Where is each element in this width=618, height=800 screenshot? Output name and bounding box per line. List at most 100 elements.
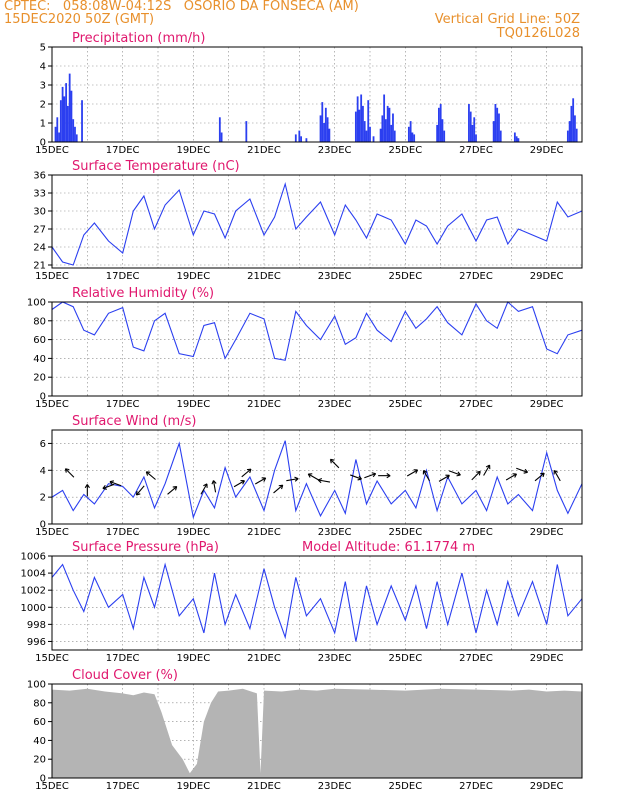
precip-bar xyxy=(575,128,578,142)
precip-bar xyxy=(362,105,364,142)
plot-frame xyxy=(51,301,583,397)
x-tick-label: 15DEC xyxy=(35,653,69,664)
x-tick-label: 25DEC xyxy=(388,781,422,792)
precip-bar xyxy=(372,136,375,142)
panel-5: 0 20 40 60 80 100 15DEC 17DEC 19DEC 21DEC 23DEC 25D… xyxy=(27,668,583,792)
x-tick-label: 29DEC xyxy=(530,145,564,156)
precip-bar xyxy=(392,113,394,142)
precip-bar xyxy=(498,113,500,142)
y-tick-label: 40 xyxy=(33,354,46,365)
precip-bar xyxy=(74,126,76,142)
x-tick-label: 23DEC xyxy=(318,653,352,664)
x-tick-label: 17DEC xyxy=(106,145,140,156)
precip-bar xyxy=(61,86,64,142)
x-tick-label: 27DEC xyxy=(459,145,493,156)
wind-arrow xyxy=(378,473,391,479)
precip-bar xyxy=(566,130,569,142)
precip-bar xyxy=(365,130,368,142)
y-tick-label: 4 xyxy=(40,466,46,477)
precip-bar xyxy=(354,111,357,142)
x-tick-label: 23DEC xyxy=(318,781,352,792)
wind-arrow xyxy=(254,477,267,485)
precip-bar xyxy=(68,73,71,142)
precip-bar xyxy=(443,130,446,142)
x-tick-label: 25DEC xyxy=(388,145,422,156)
precip-bar xyxy=(54,126,57,142)
y-tick-label: 1000 xyxy=(21,603,46,614)
wind-arrow xyxy=(516,467,529,474)
wind-arrow xyxy=(471,470,481,481)
precip-bar xyxy=(56,117,59,142)
x-tick-label: 21DEC xyxy=(247,653,281,664)
precip-bar xyxy=(436,124,439,142)
series-line xyxy=(51,181,583,266)
y-tick-label: 24 xyxy=(33,243,46,254)
precip-bar xyxy=(568,121,571,142)
precip-bar xyxy=(475,134,477,142)
x-tick-label: 19DEC xyxy=(176,145,210,156)
plot-frame xyxy=(51,555,583,651)
x-tick-label: 25DEC xyxy=(388,653,422,664)
x-tick-label: 19DEC xyxy=(176,399,210,410)
panel-2: 0 20 40 60 80 100 15DEC 17DEC 19DEC 21DEC 23DEC 25D… xyxy=(27,286,583,410)
precip-bar xyxy=(469,111,472,142)
y-tick-label: 20 xyxy=(33,755,46,766)
wind-arrow xyxy=(505,473,518,481)
x-tick-label: 15DEC xyxy=(35,145,69,156)
y-tick-label: 0 xyxy=(40,520,46,531)
panel-0: 0 1 2 3 4 5 15DEC 17DEC 19DEC 21DEC 23DEC 25DEC 27DE… xyxy=(35,31,583,156)
precip-bar xyxy=(305,138,308,142)
precip-bar xyxy=(407,126,410,142)
precip-bar xyxy=(572,98,575,142)
y-tick-label: 4 xyxy=(40,62,46,73)
x-tick-label: 15DEC xyxy=(35,781,69,792)
precip-bar xyxy=(328,128,331,142)
precip-bar xyxy=(383,94,386,142)
x-tick-label: 23DEC xyxy=(318,527,352,538)
y-tick-label: 27 xyxy=(33,225,46,236)
wind-arrow xyxy=(241,468,252,478)
plot-frame xyxy=(51,429,583,525)
wind-arrow xyxy=(135,485,145,496)
precip-bar xyxy=(319,115,322,142)
x-tick-label: 15DEC xyxy=(35,399,69,410)
cloud-area xyxy=(52,688,582,778)
x-tick-label: 19DEC xyxy=(176,781,210,792)
wind-arrow xyxy=(109,480,122,487)
y-tick-label: 1 xyxy=(40,119,46,130)
x-tick-label: 29DEC xyxy=(530,399,564,410)
precip-bar xyxy=(515,136,518,142)
precip-bar xyxy=(326,117,329,142)
precip-bar xyxy=(496,107,499,142)
y-tick-label: 80 xyxy=(33,316,46,327)
x-tick-label: 23DEC xyxy=(318,399,352,410)
wind-arrow xyxy=(273,484,284,494)
x-tick-label: 23DEC xyxy=(318,271,352,282)
x-tick-label: 21DEC xyxy=(247,271,281,282)
wind-arrow xyxy=(102,483,115,490)
wind-arrow xyxy=(406,469,419,477)
y-tick-label: 998 xyxy=(27,620,46,631)
precip-bar xyxy=(367,100,370,142)
x-tick-label: 17DEC xyxy=(106,399,140,410)
wind-arrow xyxy=(534,472,545,482)
precip-bar xyxy=(81,100,83,142)
precip-bar xyxy=(72,119,75,142)
precip-bar xyxy=(468,104,470,142)
x-tick-label: 29DEC xyxy=(530,271,564,282)
precip-bar xyxy=(570,105,573,142)
x-tick-label: 25DEC xyxy=(388,527,422,538)
precip-bar xyxy=(363,121,366,142)
panel-title: Precipitation (mm/h) xyxy=(72,31,205,46)
wind-arrow xyxy=(84,484,90,497)
precip-bar xyxy=(379,128,382,142)
wind-arrow xyxy=(286,476,299,482)
wind-arrow xyxy=(167,486,178,495)
precip-bar xyxy=(75,134,78,142)
precip-bar xyxy=(59,100,62,142)
precip-bar xyxy=(245,121,248,142)
precip-bar xyxy=(411,132,414,142)
x-tick-label: 21DEC xyxy=(247,527,281,538)
wind-arrow xyxy=(211,480,217,493)
precip-bar xyxy=(360,94,363,142)
